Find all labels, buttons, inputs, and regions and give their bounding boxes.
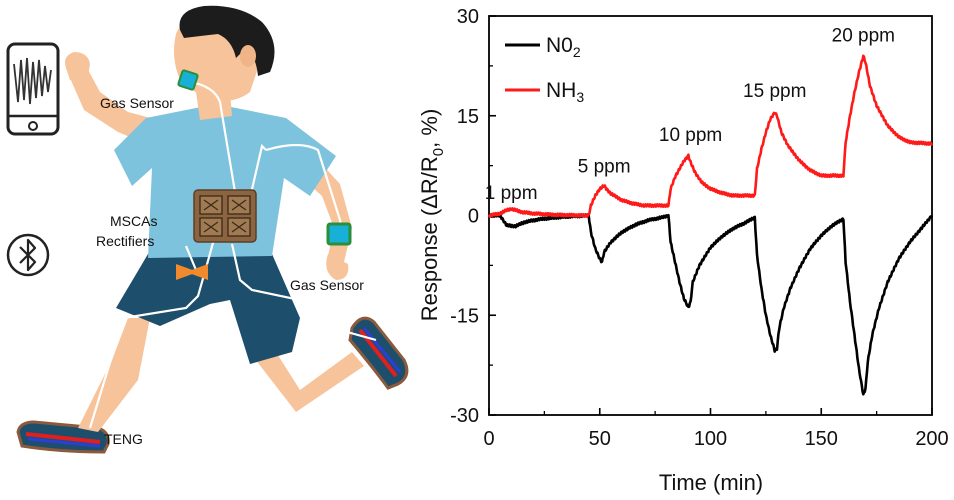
hair [179,5,275,76]
gas-sensor-wrist-label: Gas Sensor [290,277,364,293]
gas-sensor-neck-label: Gas Sensor [100,95,174,111]
y-axis-title: Response (ΔR/R0, %) [417,109,447,322]
series-layer [487,54,934,396]
y-tick-label: -30 [450,405,479,427]
x-tick-label: 50 [589,428,611,450]
concentration-label: 10 ppm [659,125,722,146]
series-line-nh3 [487,54,933,218]
legend-no2-label: N02 [546,34,581,60]
annotations: 1 ppm 5 ppm 10 ppm 15 ppm 20 ppm [485,25,895,204]
x-tick-label: 0 [483,428,494,450]
axis-ticks [488,15,933,416]
x-tick-label: 150 [805,428,838,450]
lower-fist [326,254,349,280]
y-tick-label: -15 [450,305,479,327]
x-axis-title: Time (min) [659,470,763,495]
rectifiers-label: Rectifiers [96,233,154,249]
legend-nh3-label: NH3 [546,79,584,105]
wearable-illustration: Gas Sensor MSCAs Rectifiers Gas Sensor T… [6,5,409,454]
raised-fist [65,52,90,80]
mscas-device [193,189,257,243]
bluetooth-icon [6,233,50,277]
x-tick-label: 100 [694,428,727,450]
y-tick-label: 15 [457,106,479,128]
back-leg [78,318,150,432]
rectifier-icon [176,264,208,280]
concentration-label: 15 ppm [743,81,806,102]
legend: N02 NH3 [505,34,584,105]
smartphone-icon [6,42,60,136]
x-tick-label: 200 [915,428,948,450]
concentration-label: 20 ppm [832,25,895,46]
wrist-gas-sensor [326,222,352,246]
shirt [114,104,336,258]
teng-label: TENG [104,431,143,447]
y-tick-label: 0 [468,206,479,228]
shorts [116,254,300,364]
right-shoe-teng [348,316,409,390]
y-tick-label: 30 [457,6,479,28]
series-line-no2 [487,213,934,396]
concentration-label: 5 ppm [578,156,631,177]
mscas-label: MSCAs [110,213,157,229]
concentration-label: 1 ppm [485,183,538,204]
neck-gas-sensor [177,69,199,91]
ear [240,45,256,67]
